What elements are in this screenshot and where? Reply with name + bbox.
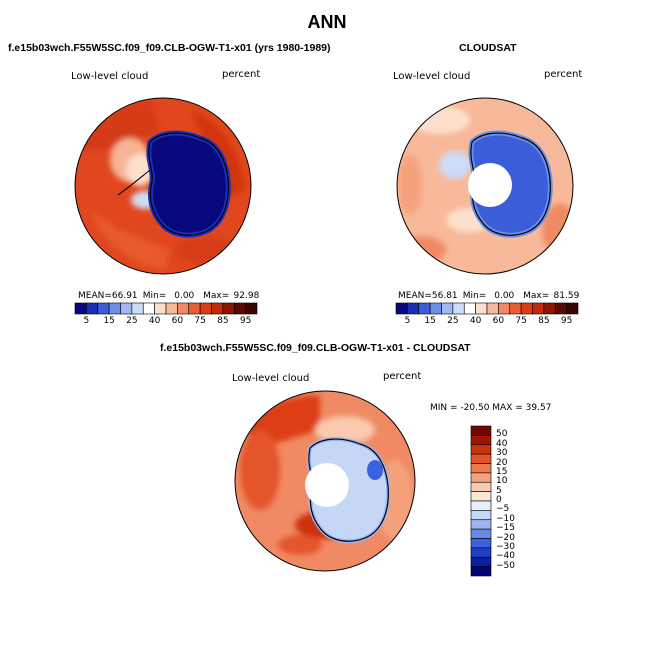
- panel-2-colorbar-swatch-15: [566, 302, 579, 315]
- panel-1-colorbar-swatch-8: [165, 302, 178, 315]
- panel-1-colorbar-swatch-13: [222, 302, 235, 315]
- panel-2-colorbar-tick-label: 85: [538, 316, 550, 326]
- panel-2-colorbar-tick-label: 95: [560, 316, 573, 326]
- panel-3-colorbar-tick-label: 40: [496, 438, 508, 449]
- panel-2-colorbar-tick-label: 40: [469, 316, 482, 326]
- panel-1-colorbar-swatch-9: [177, 302, 190, 315]
- panel-2-colorbar-swatch-2: [418, 302, 431, 315]
- panel-3-colorbar-swatch-7: [470, 491, 492, 502]
- panel-1-colorbar-swatch-3: [108, 302, 121, 315]
- panel-3-colorbar-tick-label: 15: [496, 466, 508, 477]
- panel-3-units-label: percent: [383, 371, 422, 382]
- panel-2-colorbar-swatch-14: [554, 302, 567, 315]
- panel-2-colorbar-swatch-8: [486, 302, 499, 315]
- panel-1-colorbar-tick-label: 60: [171, 316, 184, 326]
- panel-1-colorbar-swatch-15: [245, 302, 258, 315]
- panel-2-colorbar-swatch-3: [429, 302, 442, 315]
- panel-1-colorbar-tick-label: 5: [83, 316, 90, 326]
- panel-3-map: [234, 390, 416, 572]
- panel-3-variable-label: Low-level cloud: [232, 373, 310, 384]
- panel-1-colorbar-swatch-14: [233, 302, 246, 315]
- panel-3-colorbar: [470, 425, 492, 577]
- panel-2-map: [396, 97, 574, 275]
- panel-3-colorbar-swatch-13: [470, 547, 492, 558]
- panel-2-colorbar-swatch-10: [509, 302, 522, 315]
- panel-1-colorbar-swatch-0: [74, 302, 87, 315]
- panel-2-colorbar-swatch-11: [520, 302, 533, 315]
- panel-3-colorbar-tick-label: −40: [496, 551, 515, 562]
- panel-3-colorbar-swatch-2: [470, 444, 492, 455]
- panel-2-stats: MEAN=56.81 Min= 0.00 Max= 81.59: [398, 291, 580, 301]
- panel-3-colorbar-tick-label: 5: [496, 485, 502, 496]
- panel-2-colorbar-tick-label: 5: [404, 316, 411, 326]
- panel-3-colorbar-tick-label: −30: [496, 541, 515, 552]
- panel-3-colorbar-tick-label: 10: [496, 476, 508, 487]
- panel-3-colorbar-swatch-9: [470, 510, 492, 521]
- panel-2-colorbar-tick-label: 75: [515, 316, 527, 326]
- panel-3-colorbar-swatch-3: [470, 453, 492, 464]
- panel-3-colorbar-tick-label: −5: [496, 504, 510, 515]
- page-title: ANN: [307, 12, 347, 32]
- panel-2-colorbar-swatch-6: [463, 302, 476, 315]
- panel-3-colorbar-swatch-0: [470, 425, 492, 436]
- panel-1-colorbar-swatch-5: [131, 302, 144, 315]
- panel-1-units-label: percent: [222, 69, 261, 80]
- panel-1-colorbar-swatch-11: [199, 302, 212, 315]
- panel-1-colorbar-swatch-7: [154, 302, 167, 315]
- panel-1-colorbar-tick-label: 85: [217, 316, 229, 326]
- panel-2-colorbar-swatch-4: [441, 302, 454, 315]
- panel-1-colorbar-tick-label: 75: [194, 316, 206, 326]
- panel-3-colorbar-swatch-1: [470, 435, 492, 446]
- panel-3-colorbar-swatch-8: [470, 500, 492, 511]
- panel-2-title: CLOUDSAT: [459, 42, 517, 54]
- panel-2-colorbar-swatch-7: [475, 302, 488, 315]
- panel-2-colorbar-swatch-13: [543, 302, 556, 315]
- panel-1-map: [74, 97, 252, 275]
- panel-1-stats: MEAN=66.91 Min= 0.00 Max= 92.98: [78, 291, 260, 301]
- panel-2-colorbar-swatch-0: [395, 302, 408, 315]
- panel-3-colorbar-swatch-14: [470, 556, 492, 567]
- panel-3-colorbar-swatch-15: [470, 566, 492, 577]
- panel-2-colorbar-tick-label: 25: [447, 316, 459, 326]
- panel-3-colorbar-tick-label: 0: [496, 495, 502, 505]
- panel-2-colorbar-swatch-5: [452, 302, 465, 315]
- panel-1-colorbar-swatch-12: [211, 302, 224, 315]
- panel-3-colorbar-tick-label: 20: [496, 457, 508, 468]
- panel-1-colorbar-tick-label: 15: [103, 316, 115, 326]
- panel-1-colorbar-tick-label: 40: [148, 316, 161, 326]
- panel-3-title: f.e15b03wch.F55W5SC.f09_f09.CLB-OGW-T1-x…: [160, 342, 471, 354]
- panel-2-colorbar-tick-label: 15: [424, 316, 436, 326]
- panel-3-colorbar-tick-label: 50: [496, 429, 508, 440]
- panel-3-colorbar-tick-label: 30: [496, 448, 508, 459]
- panel-2-colorbar-swatch-9: [498, 302, 511, 315]
- panel-3-colorbar-tick-label: −50: [496, 560, 515, 571]
- panel-1-variable-label: Low-level cloud: [71, 71, 149, 82]
- panel-2-colorbar-tick-label: 60: [492, 316, 505, 326]
- panel-2-colorbar: [395, 302, 579, 315]
- panel-3-colorbar-swatch-6: [470, 481, 492, 492]
- panel-1-colorbar-tick-label: 25: [126, 316, 138, 326]
- panel-3-colorbar-swatch-4: [470, 463, 492, 474]
- panel-1-colorbar-swatch-1: [86, 302, 99, 315]
- panel-1-colorbar-swatch-6: [142, 302, 155, 315]
- panel-3-colorbar-tick-label: −20: [496, 532, 515, 543]
- panel-3-stats: MIN = -20.50 MAX = 39.57: [430, 403, 552, 413]
- panel-3-colorbar-swatch-10: [470, 519, 492, 530]
- panel-1-colorbar-swatch-4: [120, 302, 133, 315]
- panel-1-colorbar-swatch-10: [188, 302, 201, 315]
- panel-3-colorbar-tick-label: −15: [496, 523, 515, 534]
- panel-3-colorbar-swatch-11: [470, 528, 492, 539]
- panel-3-colorbar-tick-label: −10: [496, 513, 515, 524]
- panel-1-colorbar-tick-label: 95: [239, 316, 252, 326]
- panel-3-colorbar-swatch-5: [470, 472, 492, 483]
- panel-2-colorbar-swatch-12: [532, 302, 545, 315]
- panel-1-title: f.e15b03wch.F55W5SC.f09_f09.CLB-OGW-T1-x…: [8, 42, 331, 54]
- panel-1-colorbar-swatch-2: [97, 302, 110, 315]
- panel-1-colorbar: [74, 302, 258, 315]
- panel-2-colorbar-swatch-1: [407, 302, 420, 315]
- panel-2-units-label: percent: [544, 69, 583, 80]
- panel-3-colorbar-swatch-12: [470, 538, 492, 549]
- panel-2-variable-label: Low-level cloud: [393, 71, 471, 82]
